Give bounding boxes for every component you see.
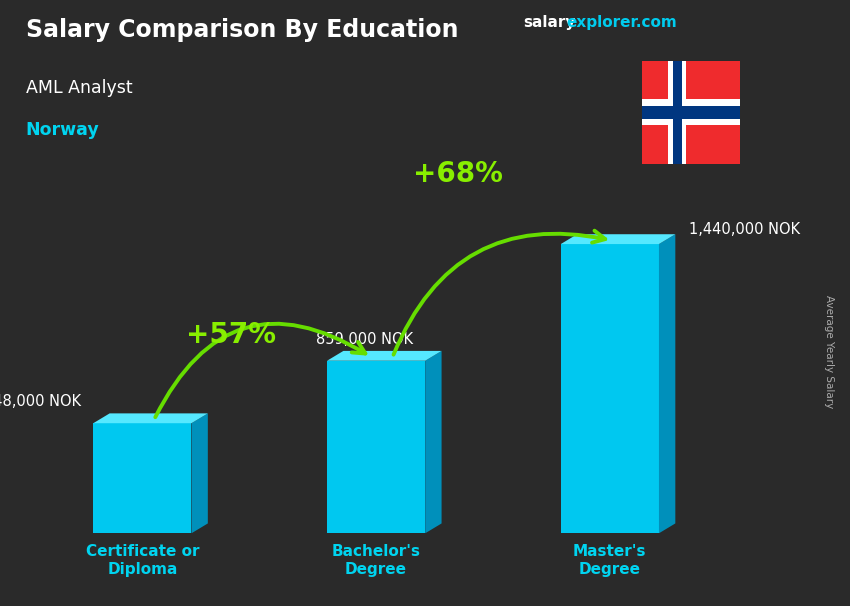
- Text: 859,000 NOK: 859,000 NOK: [316, 331, 413, 347]
- Bar: [642, 105, 740, 119]
- Text: AML Analyst: AML Analyst: [26, 79, 132, 97]
- Polygon shape: [191, 413, 207, 533]
- Polygon shape: [94, 423, 191, 533]
- Polygon shape: [327, 361, 425, 533]
- Text: 1,440,000 NOK: 1,440,000 NOK: [689, 222, 801, 237]
- Polygon shape: [561, 235, 675, 244]
- Text: +57%: +57%: [186, 321, 276, 349]
- Bar: [668, 61, 686, 164]
- Text: Salary Comparison By Education: Salary Comparison By Education: [26, 18, 458, 42]
- Polygon shape: [327, 351, 442, 361]
- Text: salary: salary: [523, 15, 575, 30]
- Bar: [673, 61, 682, 164]
- Text: Norway: Norway: [26, 121, 99, 139]
- Text: Average Yearly Salary: Average Yearly Salary: [824, 295, 834, 408]
- Polygon shape: [425, 351, 442, 533]
- Polygon shape: [659, 235, 675, 533]
- Text: explorer.com: explorer.com: [566, 15, 677, 30]
- Polygon shape: [94, 413, 207, 423]
- Bar: [642, 99, 740, 125]
- Text: +68%: +68%: [413, 160, 503, 188]
- Text: 548,000 NOK: 548,000 NOK: [0, 394, 82, 409]
- Polygon shape: [561, 244, 659, 533]
